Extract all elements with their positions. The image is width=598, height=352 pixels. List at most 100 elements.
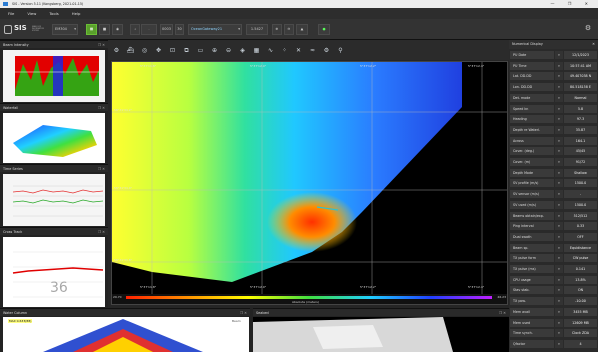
- chevron-down-icon[interactable]: ▾: [555, 339, 563, 348]
- zoom-box-icon[interactable]: ⊡: [169, 46, 176, 54]
- chevron-down-icon[interactable]: ▾: [555, 200, 563, 209]
- target-icon[interactable]: ◎: [141, 46, 148, 54]
- chevron-down-icon[interactable]: ▾: [555, 286, 563, 295]
- chevron-down-icon[interactable]: ▾: [555, 265, 563, 273]
- numerical-row: Depth Mode ▾ Shallow: [510, 168, 597, 178]
- settings-icon[interactable]: ⚙: [323, 46, 330, 54]
- numerical-key: Across: [510, 136, 554, 145]
- vessel-icon[interactable]: ⛴: [126, 46, 135, 54]
- chevron-down-icon[interactable]: ▾: [555, 125, 563, 134]
- close-icon[interactable]: ❐ ✕: [240, 311, 247, 315]
- chevron-down-icon[interactable]: ▾: [555, 190, 563, 199]
- chevron-down-icon[interactable]: ▾: [555, 232, 563, 241]
- menu-help[interactable]: Help: [71, 11, 81, 16]
- chevron-down-icon[interactable]: ▾: [555, 115, 563, 124]
- colorbar-max: 46.23: [497, 295, 506, 299]
- stop-button[interactable]: ■: [99, 24, 110, 35]
- menu-file[interactable]: File: [8, 11, 15, 16]
- cross-icon[interactable]: ✕: [295, 46, 302, 54]
- chevron-down-icon[interactable]: ▾: [555, 329, 563, 338]
- pan-icon[interactable]: ✥: [155, 46, 162, 54]
- close-icon[interactable]: ❐ ✕: [98, 106, 105, 110]
- fit-icon[interactable]: ⧉: [184, 46, 189, 54]
- chevron-down-icon[interactable]: ▾: [555, 243, 563, 252]
- time-series-chart: [3, 174, 105, 226]
- chevron-down-icon[interactable]: ▾: [555, 307, 563, 316]
- numerical-value: 164.1: [564, 136, 597, 145]
- chevron-down-icon[interactable]: ▾: [555, 93, 563, 102]
- numerical-value: Shallow: [564, 168, 597, 177]
- bathymetry-plot[interactable]: 5°37'11.8" 5°37'12.0" 5°37'12.2" 5°37'12…: [111, 61, 508, 305]
- numerical-value: -10.00: [564, 297, 597, 306]
- chevron-down-icon: ▾: [238, 27, 240, 31]
- chevron-down-icon[interactable]: ▾: [555, 104, 563, 113]
- close-icon[interactable]: ❐ ✕: [499, 311, 506, 315]
- menu-view[interactable]: View: [27, 11, 37, 16]
- chevron-down-icon[interactable]: ▾: [555, 297, 563, 306]
- chevron-down-icon[interactable]: ▾: [555, 61, 563, 70]
- zoom-in-button[interactable]: ⊕: [272, 24, 282, 35]
- chevron-down-icon[interactable]: ▾: [555, 254, 563, 263]
- numerical-value: Normal: [564, 93, 597, 102]
- numerical-row: Lon. DD.DD ▾ 80.518158 E: [510, 83, 597, 92]
- chevron-down-icon[interactable]: ▾: [555, 147, 563, 156]
- chevron-down-icon[interactable]: ▾: [555, 275, 563, 284]
- waterfall-header: Waterfall ❐ ✕: [0, 103, 108, 111]
- filter-icon[interactable]: ≈: [309, 46, 316, 54]
- numerical-row: Mem used ▾ 12609 MB: [510, 318, 597, 328]
- grid-icon[interactable]: ▦: [253, 46, 260, 54]
- layer-icon[interactable]: ◈: [240, 46, 245, 54]
- ping-rate-spin[interactable]: 30: [175, 24, 184, 35]
- alarm-button[interactable]: ▲: [296, 24, 308, 35]
- numerical-row: Cover. (m) ▾ 91/72: [510, 158, 597, 167]
- close-icon[interactable]: ✕: [592, 42, 595, 46]
- ruler-icon[interactable]: ▭: [197, 46, 204, 54]
- chevron-down-icon[interactable]: ▾: [555, 168, 563, 177]
- ping-button[interactable]: ◉: [112, 24, 123, 35]
- pin-icon[interactable]: ⚲: [338, 46, 343, 54]
- chevron-down-icon[interactable]: ▾: [555, 211, 563, 220]
- record-button[interactable]: ▦: [86, 24, 97, 35]
- numerical-value: 0.141: [564, 265, 597, 273]
- chevron-down-icon[interactable]: ▾: [555, 51, 563, 59]
- zoom-out-button[interactable]: ⊖: [284, 24, 294, 35]
- prev-button[interactable]: ◂: [130, 24, 140, 35]
- scale-field[interactable]: 1.5427: [246, 24, 268, 35]
- project-dropdown[interactable]: OceanGateway21 ▾: [188, 24, 242, 35]
- lat-tick-2: 58°31'34.0": [114, 186, 133, 190]
- line-toggle[interactable]: ⎯: [141, 24, 157, 35]
- waterfall-title: Waterfall: [3, 106, 19, 110]
- step-back-icon: ◂: [134, 27, 136, 31]
- numerical-row: TX pulse (ms) ▾ 0.141: [510, 265, 597, 274]
- status-button[interactable]: ●: [318, 24, 330, 35]
- gear-icon[interactable]: ⚙: [113, 46, 120, 54]
- line-number-spin[interactable]: 0003: [160, 24, 173, 35]
- zoom-in-icon[interactable]: ⊕: [211, 46, 218, 54]
- numerical-value: Clock ZDA: [564, 329, 597, 338]
- chevron-down-icon[interactable]: ▾: [555, 158, 563, 166]
- cross-track-value: 36: [50, 280, 68, 296]
- numerical-row: TX pow. ▾ -10.00: [510, 297, 597, 306]
- points-icon[interactable]: ⁘: [281, 46, 288, 54]
- chevron-down-icon[interactable]: ▾: [555, 318, 563, 327]
- close-icon[interactable]: ❐ ✕: [98, 43, 105, 47]
- time-series-header: Time Series ❐ ✕: [0, 164, 108, 172]
- vessel-select[interactable]: EM304 ▾: [52, 24, 78, 35]
- chevron-down-icon[interactable]: ▾: [555, 179, 563, 188]
- numerical-row: Across ▾ 164.1: [510, 136, 597, 146]
- seabed-image: [253, 317, 509, 352]
- zoom-out-icon[interactable]: ⊖: [225, 46, 232, 54]
- menu-tools[interactable]: Tools: [49, 11, 59, 16]
- chevron-down-icon[interactable]: ▾: [555, 72, 563, 81]
- chevron-down-icon[interactable]: ▾: [555, 83, 563, 92]
- chevron-down-icon[interactable]: ▾: [555, 136, 563, 145]
- settings-button[interactable]: ⚙: [582, 24, 594, 35]
- window-title: SIS - Version 5.11 (Kongsberg, 2021-01-1…: [12, 2, 84, 6]
- numerical-display-panel: Numerical Display ✕ PU Date ▾ 12/1/2023 PU T…: [509, 40, 598, 352]
- window-controls[interactable]: — ❐ ✕: [550, 1, 594, 6]
- close-icon[interactable]: ❐ ✕: [98, 167, 105, 171]
- profile-icon[interactable]: ∿: [267, 46, 274, 54]
- chevron-down-icon[interactable]: ▾: [555, 222, 563, 231]
- logo-icon: [4, 25, 12, 34]
- close-icon[interactable]: ❐ ✕: [98, 230, 105, 234]
